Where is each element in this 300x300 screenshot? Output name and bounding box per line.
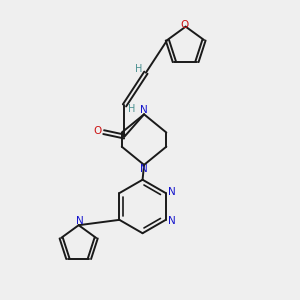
Text: N: N xyxy=(140,105,147,115)
Text: O: O xyxy=(94,126,102,136)
Text: O: O xyxy=(180,20,188,30)
Text: N: N xyxy=(168,216,176,226)
Text: N: N xyxy=(76,216,84,226)
Text: H: H xyxy=(135,64,142,74)
Text: H: H xyxy=(128,104,136,114)
Text: N: N xyxy=(140,164,147,174)
Text: N: N xyxy=(168,187,176,196)
